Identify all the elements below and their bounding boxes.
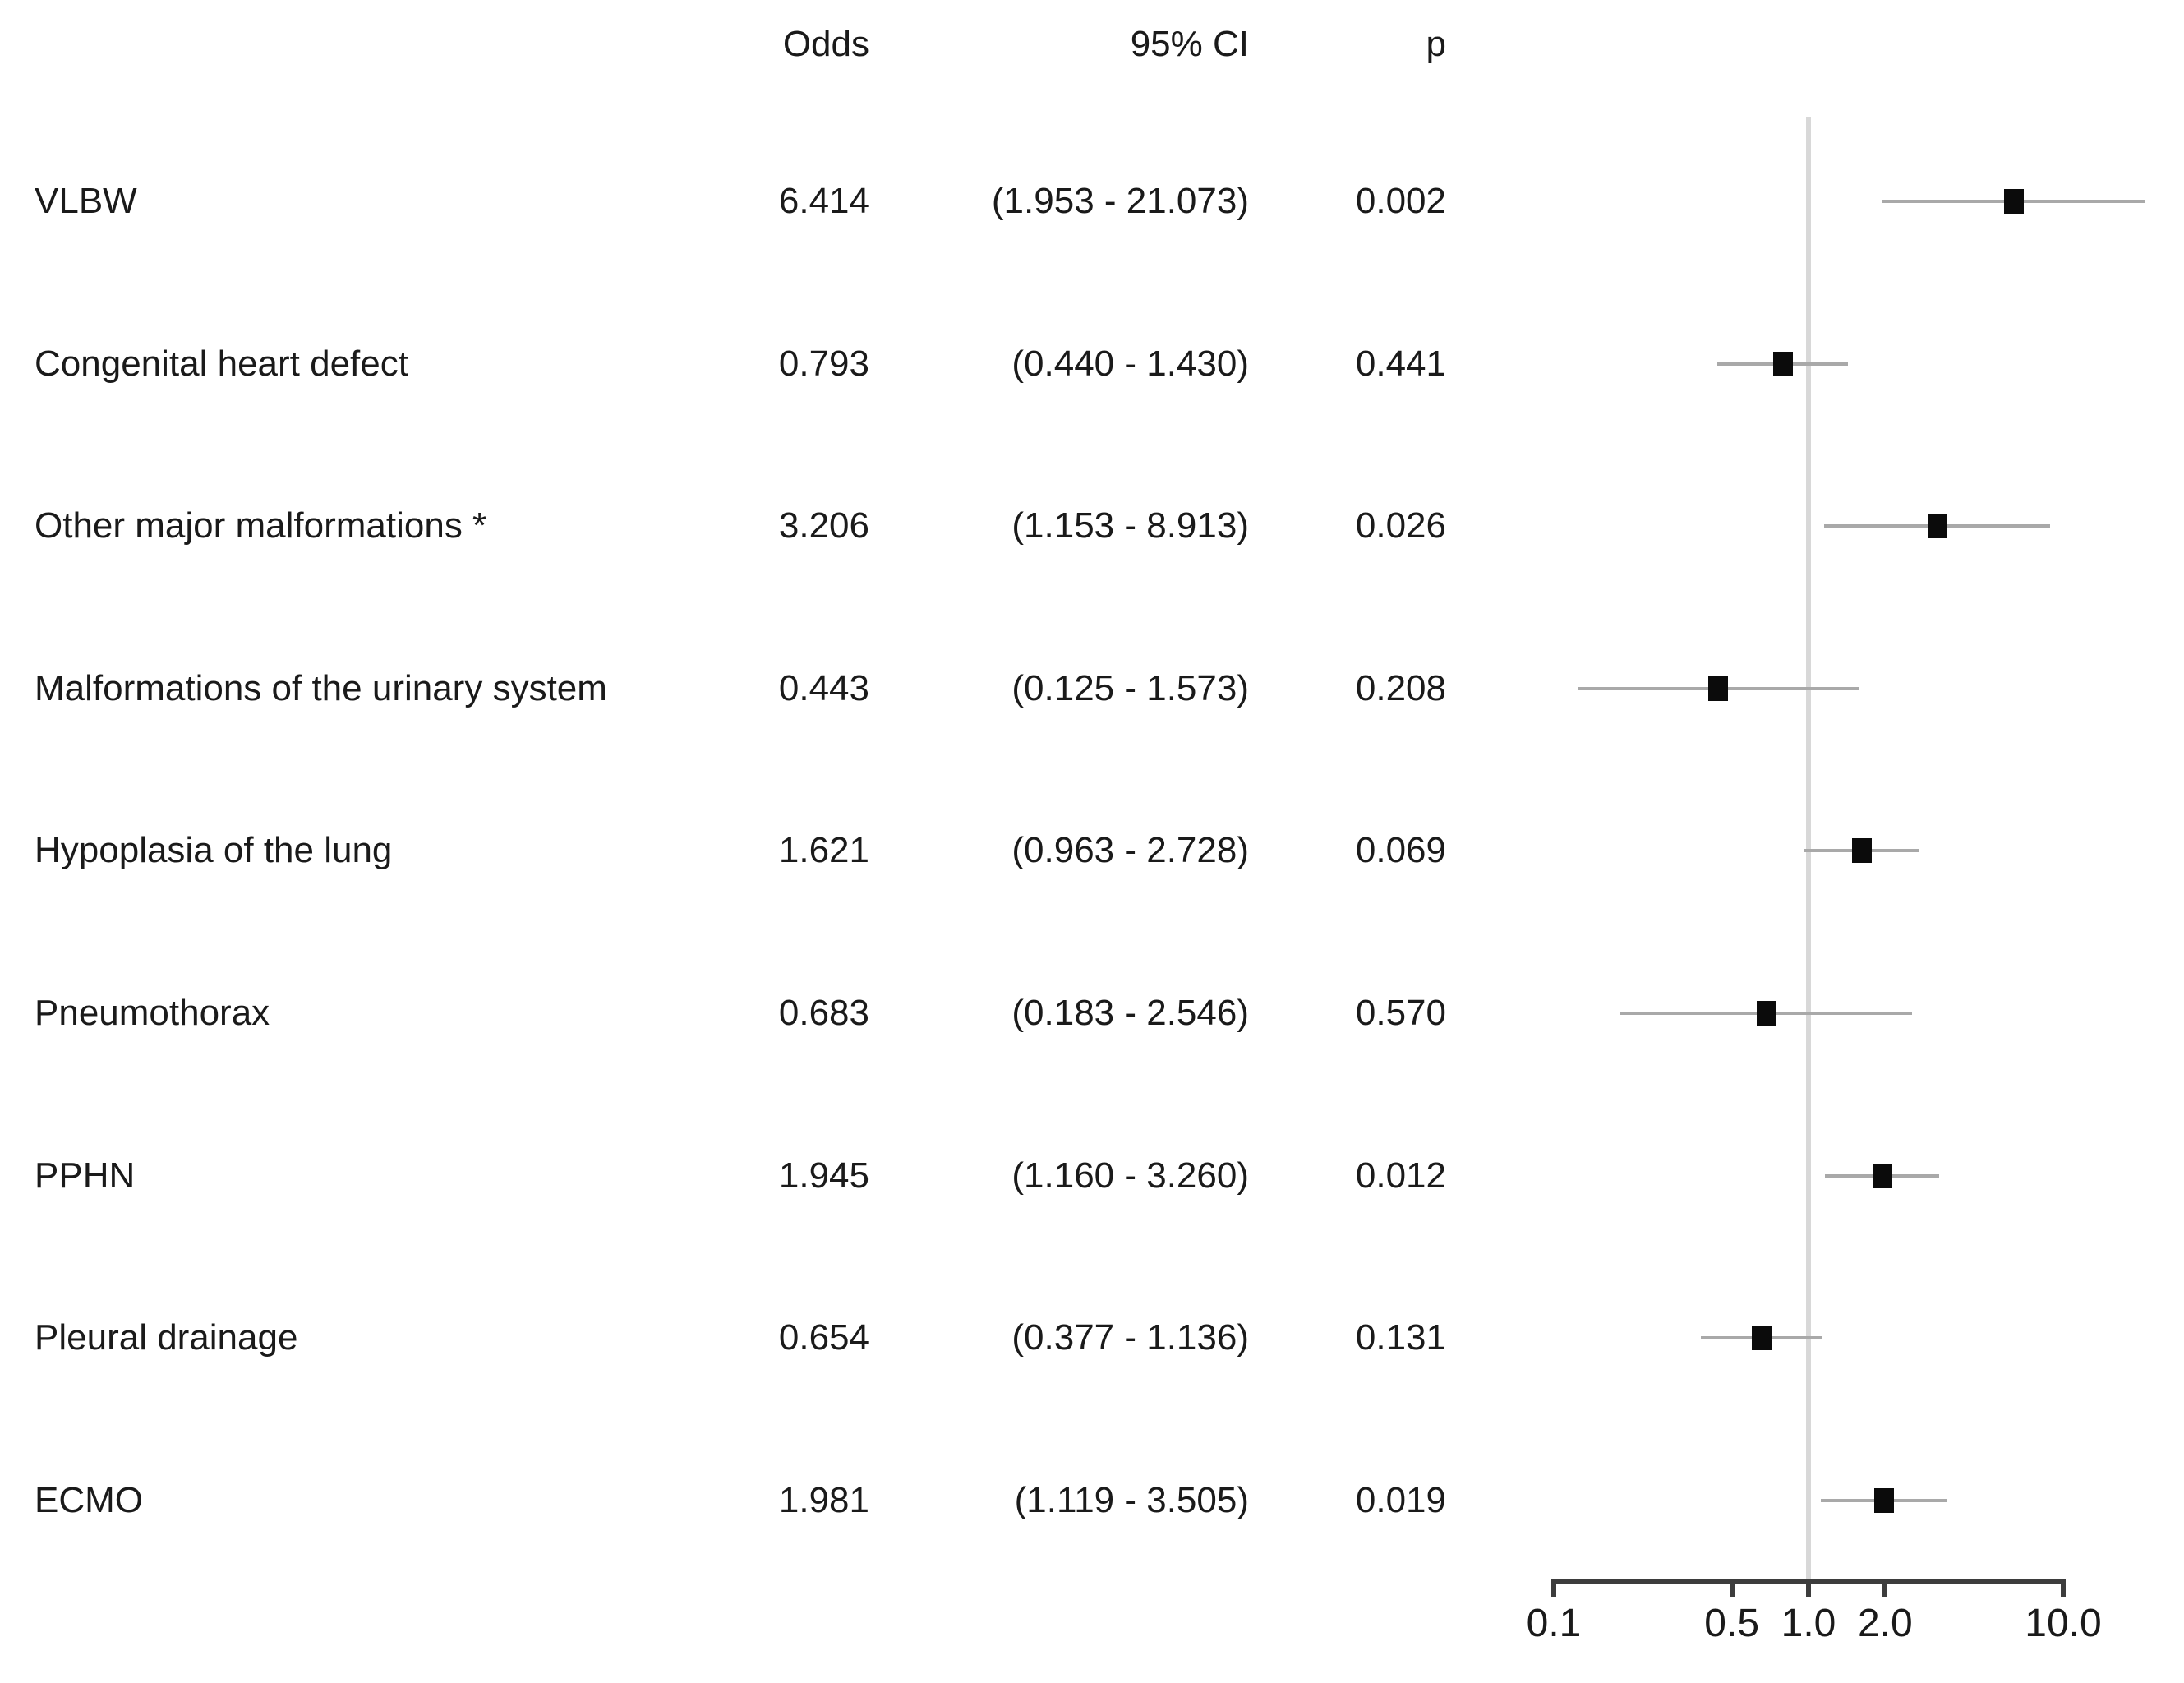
p-value: 0.441 [1355, 343, 1446, 384]
odds-marker [1874, 1487, 1895, 1513]
x-axis-line [1551, 1579, 2066, 1584]
odds-marker [1872, 1163, 1892, 1188]
x-axis-tick [1729, 1582, 1735, 1597]
x-axis-tick [1551, 1582, 1556, 1597]
ci-value: (1.160 - 3.260) [1011, 1155, 1249, 1196]
ci-value: (1.119 - 3.505) [1014, 1479, 1249, 1520]
x-axis-tick-label: 0.1 [1526, 1602, 1582, 1645]
header-ci: 95% CI [1130, 24, 1249, 64]
x-axis-tick-label: 2.0 [1857, 1602, 1913, 1645]
odds-marker [1708, 676, 1729, 701]
p-value: 0.026 [1355, 505, 1446, 546]
ci-value: (1.953 - 21.073) [991, 181, 1249, 221]
row-label: Other major malformations * [35, 505, 487, 546]
header-odds: Odds [782, 24, 869, 64]
p-value: 0.002 [1355, 181, 1446, 221]
odds-marker [1852, 838, 1873, 864]
row-label: Hypoplasia of the lung [35, 830, 393, 871]
p-value: 0.069 [1355, 830, 1446, 871]
odds-value: 3.206 [778, 505, 869, 546]
odds-value: 0.793 [778, 343, 869, 384]
odds-value: 0.443 [778, 667, 869, 708]
odds-value: 0.654 [778, 1317, 869, 1358]
p-value: 0.012 [1355, 1155, 1446, 1196]
ci-value: (0.125 - 1.573) [1011, 667, 1249, 708]
odds-marker [1756, 1001, 1776, 1026]
row-label: Congenital heart defect [35, 343, 408, 384]
odds-value: 1.945 [778, 1155, 869, 1196]
x-axis-tick [1882, 1582, 1888, 1597]
odds-value: 1.981 [778, 1479, 869, 1520]
odds-marker [1751, 1326, 1772, 1351]
row-label: Pneumothorax [35, 993, 270, 1033]
row-label: Malformations of the urinary system [35, 667, 607, 708]
ci-value: (0.963 - 2.728) [1011, 830, 1249, 871]
ci-value: (0.183 - 2.546) [1011, 993, 1249, 1033]
odds-marker [1772, 351, 1793, 376]
ci-value: (0.440 - 1.430) [1011, 343, 1249, 384]
header-p: p [1426, 24, 1446, 64]
ci-value: (1.153 - 8.913) [1011, 505, 1249, 546]
ci-value: (0.377 - 1.136) [1011, 1317, 1249, 1358]
x-axis-tick-label: 1.0 [1781, 1602, 1836, 1645]
x-axis-tick [1806, 1582, 1811, 1597]
odds-value: 0.683 [778, 993, 869, 1033]
row-label: PPHN [35, 1155, 136, 1196]
p-value: 0.131 [1355, 1317, 1446, 1358]
row-label: ECMO [35, 1479, 143, 1520]
p-value: 0.208 [1355, 667, 1446, 708]
x-axis-tick-label: 10.0 [2025, 1602, 2102, 1645]
x-axis-tick-label: 0.5 [1704, 1602, 1760, 1645]
p-value: 0.019 [1355, 1479, 1446, 1520]
odds-value: 1.621 [778, 830, 869, 871]
odds-value: 6.414 [778, 181, 869, 221]
odds-marker [1927, 514, 1947, 539]
odds-marker [2004, 189, 2025, 214]
x-axis-tick [2061, 1582, 2066, 1597]
row-label: Pleural drainage [35, 1317, 298, 1358]
row-label: VLBW [35, 181, 137, 221]
p-value: 0.570 [1355, 993, 1446, 1033]
